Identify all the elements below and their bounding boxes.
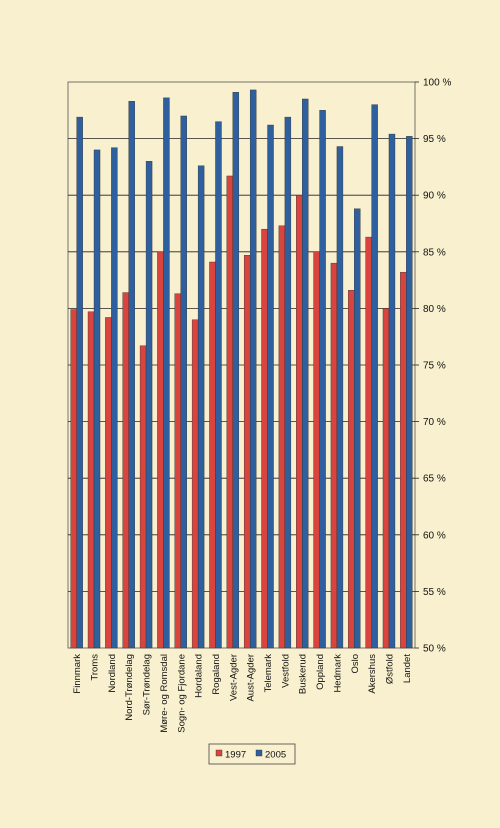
bar-2005 bbox=[93, 149, 101, 649]
bar-2005 bbox=[76, 116, 83, 649]
bar-1997 bbox=[348, 290, 355, 649]
bar-1997 bbox=[139, 345, 147, 649]
bar-2005 bbox=[302, 98, 309, 649]
x-tick-label: Nord-Trøndelag bbox=[124, 654, 135, 721]
bar-2005 bbox=[406, 136, 413, 649]
y-tick-label: 55 % bbox=[423, 587, 446, 598]
bar-1997 bbox=[209, 261, 216, 649]
bar-1997 bbox=[365, 236, 372, 649]
bar-1997 bbox=[122, 292, 129, 649]
bar-2005 bbox=[232, 91, 240, 649]
y-tick-label: 65 % bbox=[423, 474, 446, 485]
y-tick-label: 75 % bbox=[423, 361, 446, 372]
bar-1997 bbox=[243, 254, 251, 649]
bar-2005 bbox=[249, 89, 257, 649]
bar-2005 bbox=[128, 101, 135, 649]
bar-1997 bbox=[87, 311, 95, 649]
x-tick-label: Landet bbox=[402, 654, 413, 683]
x-tick-label: Buskerud bbox=[298, 654, 309, 694]
x-tick-label: Aust-Agder bbox=[246, 654, 257, 702]
legend-swatch-1997 bbox=[215, 749, 223, 757]
x-tick-label: Hordaland bbox=[194, 654, 205, 698]
bar-1997 bbox=[174, 293, 181, 649]
x-tick-label: Nordland bbox=[107, 654, 118, 693]
bar-1997 bbox=[382, 308, 390, 649]
y-tick-label: 70 % bbox=[423, 417, 446, 428]
legend-label-1997: 1997 bbox=[225, 750, 246, 761]
bar-2005 bbox=[371, 104, 378, 649]
y-tick-label: 100 % bbox=[423, 78, 451, 89]
bar-1997 bbox=[313, 251, 320, 649]
y-tick-label: 50 % bbox=[423, 644, 446, 655]
bar-1997 bbox=[400, 271, 407, 649]
y-tick-label: 95 % bbox=[423, 134, 446, 145]
bar-1997 bbox=[278, 225, 286, 649]
x-tick-label: Troms bbox=[90, 654, 101, 681]
bar-1997 bbox=[261, 228, 268, 649]
x-tick-label: Akershus bbox=[367, 654, 378, 694]
bar-1997 bbox=[157, 251, 164, 649]
y-tick-label: 80 % bbox=[423, 304, 446, 315]
y-tick-label: 60 % bbox=[423, 530, 446, 541]
x-tick-label: Hedmark bbox=[332, 654, 343, 693]
x-tick-label: Møre- og Romsdal bbox=[159, 654, 170, 733]
y-tick-label: 85 % bbox=[423, 247, 446, 258]
bar-2005 bbox=[388, 133, 396, 649]
bar-2005 bbox=[111, 147, 118, 649]
x-tick-label: Finnmark bbox=[72, 654, 83, 694]
x-tick-label: Oslo bbox=[350, 654, 361, 674]
bar-2005 bbox=[336, 146, 344, 649]
legend-label-2005: 2005 bbox=[265, 750, 286, 761]
bar-2005 bbox=[145, 161, 153, 649]
x-tick-label: Sør-Trøndelag bbox=[142, 654, 153, 715]
bar-1997 bbox=[330, 262, 338, 649]
bar-1997 bbox=[226, 175, 234, 649]
bar-2005 bbox=[319, 110, 326, 649]
bar-2005 bbox=[163, 97, 170, 649]
y-tick-label: 90 % bbox=[423, 191, 446, 202]
x-tick-label: Telemark bbox=[263, 654, 274, 693]
bar-2005 bbox=[180, 115, 187, 649]
legend-box bbox=[208, 743, 296, 765]
legend-swatch-2005 bbox=[255, 749, 263, 757]
bar-2005 bbox=[197, 165, 205, 649]
bar-1997 bbox=[105, 317, 112, 649]
x-tick-label: Østfold bbox=[384, 654, 395, 684]
bar-2005 bbox=[284, 116, 292, 649]
x-tick-label: Sogn- og Fjordane bbox=[176, 654, 187, 733]
bar-2005 bbox=[354, 208, 361, 649]
bar-1997 bbox=[70, 309, 77, 649]
bar-1997 bbox=[191, 319, 199, 649]
x-tick-label: Vest-Agder bbox=[228, 654, 239, 701]
x-tick-label: Rogaland bbox=[211, 654, 222, 695]
x-tick-label: Oppland bbox=[315, 654, 326, 690]
x-tick-label: Vestfold bbox=[280, 654, 291, 688]
bar-2005 bbox=[215, 121, 222, 649]
bar-2005 bbox=[267, 124, 274, 649]
bar-1997 bbox=[296, 194, 303, 649]
